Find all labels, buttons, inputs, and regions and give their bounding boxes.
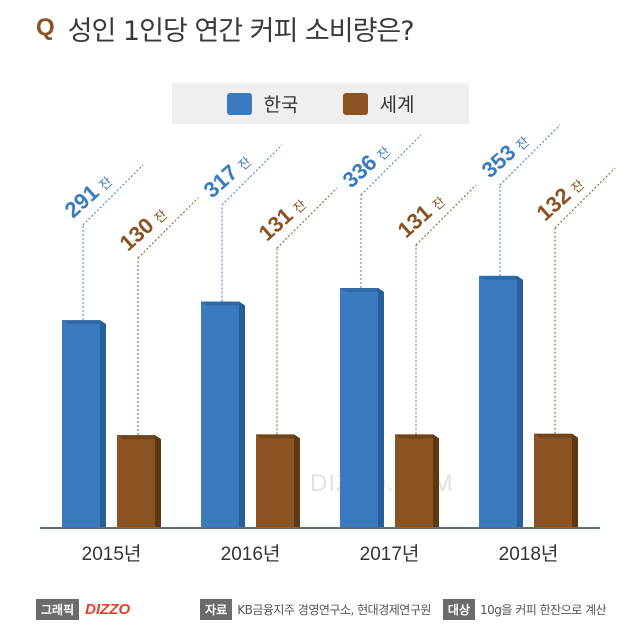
x-tick-label: 2016년 [221, 543, 281, 565]
bar-side [155, 435, 161, 528]
unit-label: 잔 [291, 198, 310, 217]
legend-item-korea: 한국 [226, 90, 299, 117]
x-tick-label: 2018년 [499, 543, 559, 565]
legend-label-korea: 한국 [263, 94, 299, 116]
graphic-tag: 그래픽 [36, 598, 80, 620]
bar-side [294, 434, 300, 528]
bar-world [117, 435, 155, 528]
bar-top [62, 320, 106, 325]
title-text: 성인 1인당 연간 커피 소비량은? [67, 15, 415, 47]
bar-world [256, 434, 294, 528]
bar-side [239, 301, 245, 528]
unit-label: 잔 [430, 195, 449, 214]
value-label: 132 [532, 183, 576, 226]
value-label: 291 [60, 180, 104, 223]
brand-logo: DIZZO [85, 600, 131, 618]
bar-world [395, 434, 433, 528]
x-tick-label: 2017년 [360, 543, 420, 565]
value-label: 131 [393, 200, 437, 243]
unit-label: 잔 [152, 208, 171, 227]
bar-korea [201, 301, 239, 528]
unit-label: 잔 [236, 155, 255, 174]
bar-korea [340, 287, 378, 528]
bar-top [256, 434, 300, 439]
target-tag: 대상 [442, 598, 475, 620]
bar-top [340, 287, 384, 292]
bar-top [117, 435, 161, 440]
value-label: 317 [199, 160, 243, 203]
bar-korea [479, 275, 517, 528]
value-label: 353 [477, 140, 521, 183]
chart-title: Q 성인 1인당 연간 커피 소비량은? [36, 8, 415, 48]
bar-side [517, 275, 523, 528]
bar-side [100, 320, 106, 528]
legend-swatch-world [342, 92, 368, 115]
value-label: 130 [115, 213, 159, 256]
target-text: 10g을 커피 한잔으로 계산 [480, 602, 607, 617]
legend-label-world: 세계 [379, 94, 415, 116]
unit-label: 잔 [569, 178, 588, 197]
x-tick-label: 2015년 [82, 543, 142, 565]
footer: 그래픽 DIZZO 자료 KB금융지주 경영연구소, 현대경제연구원 대상 10… [36, 598, 616, 620]
value-label: 131 [254, 203, 298, 246]
bar-top [395, 434, 439, 439]
value-label: 336 [338, 150, 382, 193]
legend-swatch-korea [226, 92, 252, 115]
unit-label: 잔 [97, 175, 116, 194]
bar-top [534, 433, 578, 438]
bar-korea [62, 320, 100, 528]
bar-side [572, 433, 578, 528]
unit-label: 잔 [375, 145, 394, 164]
unit-label: 잔 [514, 135, 533, 154]
legend-item-world: 세계 [342, 90, 415, 117]
bar-top [201, 301, 245, 306]
bar-side [433, 434, 439, 528]
bar-chart: 291잔130잔2015년317잔131잔2016년336잔131잔2017년3… [40, 124, 616, 565]
q-mark: Q [36, 14, 55, 41]
source-text: KB금융지주 경영연구소, 현대경제연구원 [237, 602, 431, 617]
bar-world [534, 433, 572, 528]
legend: 한국 세계 [172, 83, 469, 124]
bar-side [378, 287, 384, 528]
bar-top [479, 275, 523, 280]
source-tag: 자료 [200, 598, 233, 620]
